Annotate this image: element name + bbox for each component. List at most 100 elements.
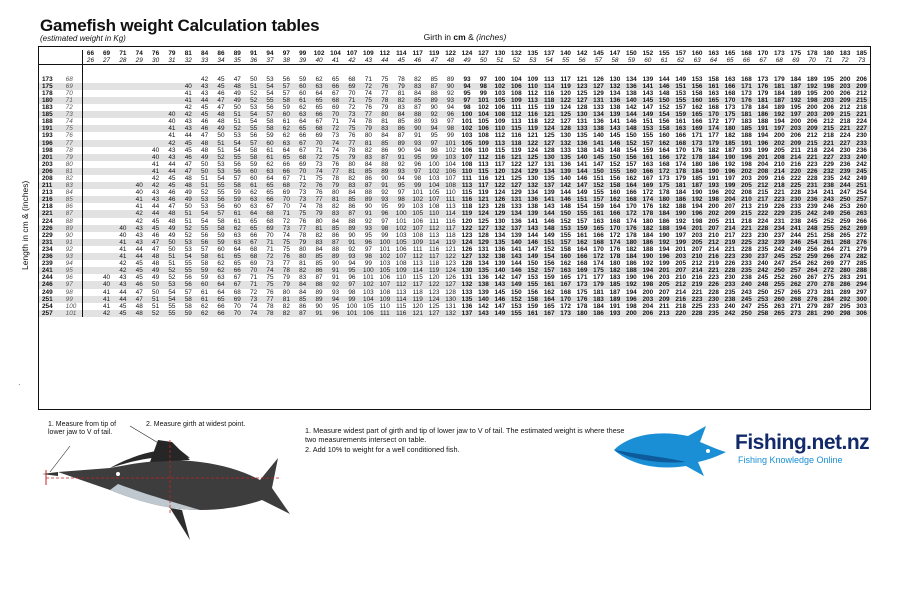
weight-cell: 76 [266, 288, 274, 296]
weight-cell: 221 [724, 245, 736, 253]
weight-cell: 135 [557, 153, 574, 161]
weight-cell: 217 [754, 196, 772, 204]
weight-cell: 75 [381, 75, 389, 83]
weight-cell: 216 [705, 253, 722, 261]
weight-cell: 204 [721, 196, 739, 204]
weight-cell: 51 [245, 82, 262, 90]
weight-cell: 212 [672, 281, 689, 289]
weight-cell: 66 [261, 196, 279, 204]
weight-cell: 158 [708, 75, 719, 83]
weight-cell: 117 [409, 281, 426, 289]
weight-cell [98, 218, 114, 225]
weight-cell: 40 [98, 281, 115, 289]
table-row: 201 79 40 43 46 49 52 55 58 61 65 68 72 75 79 83 87 91 95 9… [39, 153, 870, 161]
weight-cell: 179 [757, 89, 769, 97]
weight-cell: 156 [609, 175, 621, 182]
weight-cell: 194 [658, 245, 670, 253]
weight-cell: 188 [741, 132, 752, 140]
weight-cell: 80 [376, 111, 394, 119]
weight-cell: 119 [511, 146, 522, 154]
weight-cell: 203 [741, 175, 752, 182]
length-in-cell: 82 [65, 175, 83, 183]
weight-cell: 171 [576, 274, 588, 282]
weight-cell: 181 [593, 288, 604, 296]
length-cm-cell: 185 [39, 111, 66, 119]
weight-cell: 188 [757, 118, 769, 126]
weight-cell: 50 [147, 281, 164, 289]
weight-cell: 79 [310, 210, 328, 218]
weight-cell: 72 [310, 153, 328, 161]
weight-cell: 97 [381, 217, 389, 225]
weight-cell: 110 [458, 167, 476, 175]
weight-cell [82, 224, 99, 232]
weight-cell: 214 [708, 245, 719, 253]
length-in-cell: 85 [65, 196, 83, 204]
weight-cell: 110 [478, 146, 489, 154]
weight-cell: 206 [790, 132, 802, 140]
weight-cell: 180 [623, 238, 640, 246]
weight-cell: 214 [675, 288, 687, 296]
weight-cell: 228 [741, 245, 752, 253]
weight-cell: 209 [836, 96, 854, 105]
weight-cell: 192 [771, 111, 788, 119]
weight-cell: 48 [131, 309, 148, 317]
weight-cell: 192 [787, 96, 804, 105]
weight-cell: 75 [327, 153, 344, 161]
weight-cell: 99 [425, 153, 443, 161]
weight-cell: 141 [576, 160, 588, 168]
weight-cell: 226 [724, 260, 736, 268]
girth-cm-header-cell: 109 [363, 50, 374, 57]
weight-cell: 91 [414, 132, 422, 140]
weight-cell: 190 [672, 210, 689, 218]
weight-cell: 127 [540, 139, 558, 147]
weight-cell: 92 [348, 245, 356, 253]
weight-cell: 192 [688, 196, 706, 204]
weight-cell: 52 [201, 189, 209, 197]
weight-cell: 192 [803, 82, 821, 90]
weight-cell: 108 [491, 111, 509, 119]
weight-cell: 52 [250, 89, 258, 97]
weight-cell: 287 [823, 302, 834, 310]
weight-cell: 218 [741, 217, 752, 225]
weight-cell: 75 [343, 125, 361, 133]
weight-cell: 65 [250, 217, 258, 225]
weight-cell: 110 [524, 82, 541, 90]
weight-cell: 191 [738, 139, 755, 147]
weight-cell: 73 [315, 160, 323, 168]
weight-cell [82, 253, 99, 261]
weight-cell: 90 [364, 203, 372, 211]
weight-cell: 55 [212, 182, 230, 190]
weight-cell: 124 [540, 125, 558, 133]
weight-cell: 54 [250, 118, 258, 126]
weight-cell: 157 [626, 160, 637, 168]
weight-cell: 129 [593, 89, 604, 97]
length-in-cell: 98 [65, 288, 83, 296]
weight-cell: 60 [299, 89, 307, 97]
weight-cell: 131 [508, 196, 525, 204]
weight-cell: 107 [376, 281, 394, 289]
weight-cell: 229 [771, 210, 788, 218]
weight-cell: 85 [327, 224, 344, 232]
weight-cell: 216 [691, 274, 703, 282]
girth-in-header-cell: 39 [294, 57, 311, 66]
weight-cell: 234 [771, 224, 788, 232]
weight-cell: 189 [773, 104, 785, 112]
weight-cell: 177 [724, 118, 736, 126]
weight-cell: 109 [393, 267, 410, 275]
weight-cell: 100 [494, 75, 506, 83]
brand-name[interactable]: Fishing.net.nz [735, 431, 870, 454]
length-cm-cell: 221 [39, 210, 66, 218]
weight-cell: 45 [184, 146, 192, 154]
weight-cell [82, 295, 99, 303]
weight-cell: 191 [708, 175, 719, 182]
weight-cell: 237 [754, 253, 772, 261]
weight-cell: 71 [364, 75, 372, 83]
weight-cell: 214 [721, 224, 739, 232]
weight-cell: 99 [409, 182, 426, 190]
weight-cell: 190 [658, 231, 670, 239]
weight-cell: 209 [803, 125, 821, 133]
weight-cell: 285 [856, 260, 867, 268]
weight-cell: 160 [688, 96, 706, 105]
weight-cell: 131 [590, 96, 607, 105]
weight-cell: 65 [245, 224, 262, 232]
